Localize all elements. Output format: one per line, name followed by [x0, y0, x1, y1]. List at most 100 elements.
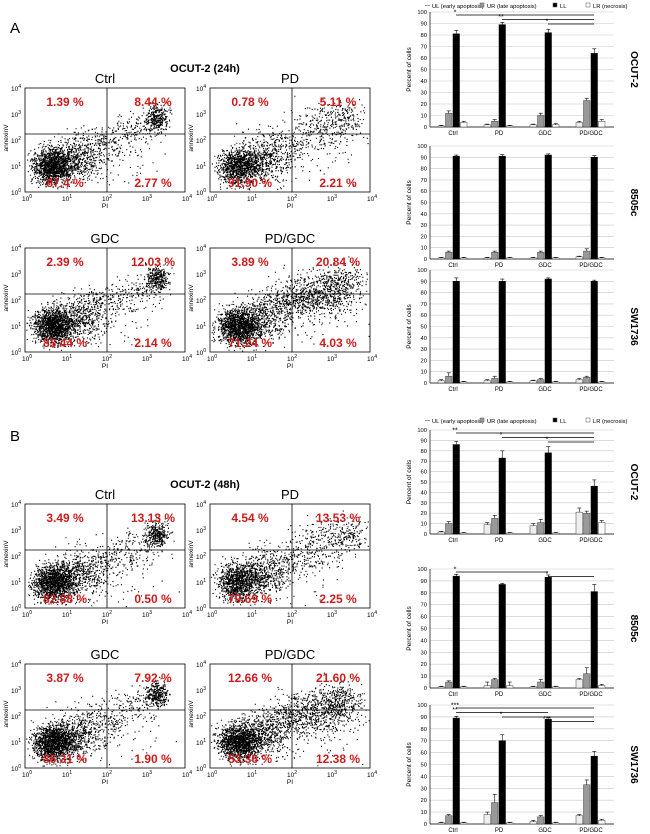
y-tick-label: 101	[196, 162, 206, 171]
x-tick-exponent: 3	[149, 610, 152, 616]
legend-swatch	[585, 2, 591, 8]
y-tick-label: 104	[11, 660, 21, 669]
y-tick-label: 30	[421, 650, 427, 656]
bar	[552, 686, 560, 689]
x-tick-exponent: 0	[29, 354, 32, 360]
bar	[598, 820, 606, 825]
y-tick-label: 80	[421, 591, 427, 597]
y-tick-exponent: 3	[203, 686, 206, 692]
y-tick-label: 20	[421, 662, 427, 668]
plot-frame	[24, 663, 186, 769]
y-tick-exponent: 4	[18, 660, 21, 666]
x-tick-label: 101	[62, 194, 72, 203]
quadrant-ur-value: 20.84 %	[316, 255, 360, 269]
x-tick-label: 104	[182, 770, 192, 779]
plot-frame	[209, 503, 371, 609]
x-tick-label: 101	[62, 610, 72, 619]
y-axis-label: Percent of cells	[406, 606, 413, 651]
y-tick-label: 101	[196, 578, 206, 587]
bar	[437, 686, 445, 689]
bar	[452, 281, 460, 384]
y-tick-label: 80	[421, 727, 427, 733]
x-tick-label: PD	[495, 131, 504, 137]
quadrant-lr-value: 4.03 %	[319, 336, 357, 350]
plot-frame	[209, 87, 371, 193]
x-tick-exponent: 2	[109, 770, 112, 776]
bar	[590, 53, 598, 128]
y-tick-label: 0	[424, 686, 427, 692]
quadrant-lr-value: 2.77 %	[134, 176, 172, 190]
bar	[544, 577, 552, 689]
x-tick-exponent: 0	[29, 610, 32, 616]
quadrant-ll-value: 82.88 %	[43, 592, 87, 606]
y-tick-exponent: 2	[18, 136, 21, 142]
y-tick-label: 10	[421, 522, 427, 528]
x-tick-label: Ctrl	[448, 263, 457, 269]
bar	[437, 531, 445, 535]
x-tick-label: Ctrl	[448, 538, 457, 544]
y-tick-label: 60	[421, 56, 427, 62]
bar-chart: 0 10 20 30 40 50 60 70 80 90 100 Percent of cells OC…	[406, 10, 639, 138]
legend-label: LL	[560, 4, 567, 10]
quadrant-ll-value: 79.69 %	[228, 592, 272, 606]
significance-stars: *	[454, 567, 457, 574]
y-tick-exponent: 1	[18, 578, 21, 584]
bar	[575, 379, 583, 384]
x-tick-exponent: 1	[254, 770, 257, 776]
bar	[491, 251, 499, 260]
bar	[498, 24, 506, 128]
significance-stars: *	[500, 432, 503, 439]
y-tick-label: 70	[421, 603, 427, 609]
y-tick-label: 100	[11, 348, 21, 357]
bar	[445, 815, 453, 825]
x-tick-exponent: 4	[189, 194, 192, 200]
bar	[498, 281, 506, 384]
bar	[598, 257, 606, 260]
bar	[537, 251, 545, 260]
x-tick-label: 102	[287, 354, 297, 363]
y-tick-exponent: 1	[18, 322, 21, 328]
x-tick-label: PD	[495, 538, 504, 544]
x-tick-exponent: 4	[189, 610, 192, 616]
quadrant-lr-value: 2.21 %	[319, 176, 357, 190]
y-tick-exponent: 0	[18, 188, 21, 194]
y-tick-label: 50	[421, 480, 427, 486]
bar-chart: 0 10 20 30 40 50 60 70 80 90 100 Percent of cells 85…	[406, 567, 639, 699]
bar-chart: 0 10 20 30 40 50 60 70 80 90 100 Percent of cells OC…	[406, 428, 639, 545]
legend-label: LL	[560, 419, 567, 425]
x-tick-exponent: 3	[149, 194, 152, 200]
quadrant-ul-value: 2.39 %	[46, 255, 84, 269]
x-tick-exponent: 3	[334, 610, 337, 616]
y-tick-label: 103	[11, 270, 21, 279]
bar-chart: 0 10 20 30 40 50 60 70 80 90 100 Percent of cells SW…	[406, 268, 639, 393]
bar	[537, 816, 545, 825]
cell-line-label: OCUT-2	[628, 51, 639, 88]
plot-condition-label: GDC	[91, 647, 120, 662]
x-tick-exponent: 2	[294, 770, 297, 776]
bar	[537, 681, 545, 689]
x-axis-label: PI	[102, 363, 108, 370]
significance-stars: **	[452, 707, 458, 714]
x-tick-exponent: 3	[334, 354, 337, 360]
x-axis-label: PI	[102, 203, 108, 210]
y-tick-label: 50	[421, 325, 427, 331]
x-tick-label: PD	[495, 263, 504, 269]
significance-stars: *	[546, 19, 549, 26]
x-tick-label: 104	[367, 354, 377, 363]
y-tick-label: 102	[196, 552, 206, 561]
y-tick-label: 40	[421, 774, 427, 780]
bar	[452, 444, 460, 535]
y-tick-label: 104	[11, 84, 21, 93]
y-tick-label: 104	[196, 500, 206, 509]
bar	[506, 257, 514, 260]
quadrant-lr-value: 1.90 %	[134, 752, 172, 766]
y-tick-exponent: 3	[203, 110, 206, 116]
y-tick-exponent: 2	[18, 712, 21, 718]
quadrant-ur-value: 8.44 %	[134, 95, 172, 109]
panel-a: A OCUT-2 (24h)	[10, 20, 240, 75]
legend-label: UR (late apoptosis)	[487, 4, 537, 10]
bar-chart: 0 10 20 30 40 50 60 70 80 90 100 Percent of cells SW…	[406, 703, 639, 834]
y-tick-label: 102	[11, 552, 21, 561]
